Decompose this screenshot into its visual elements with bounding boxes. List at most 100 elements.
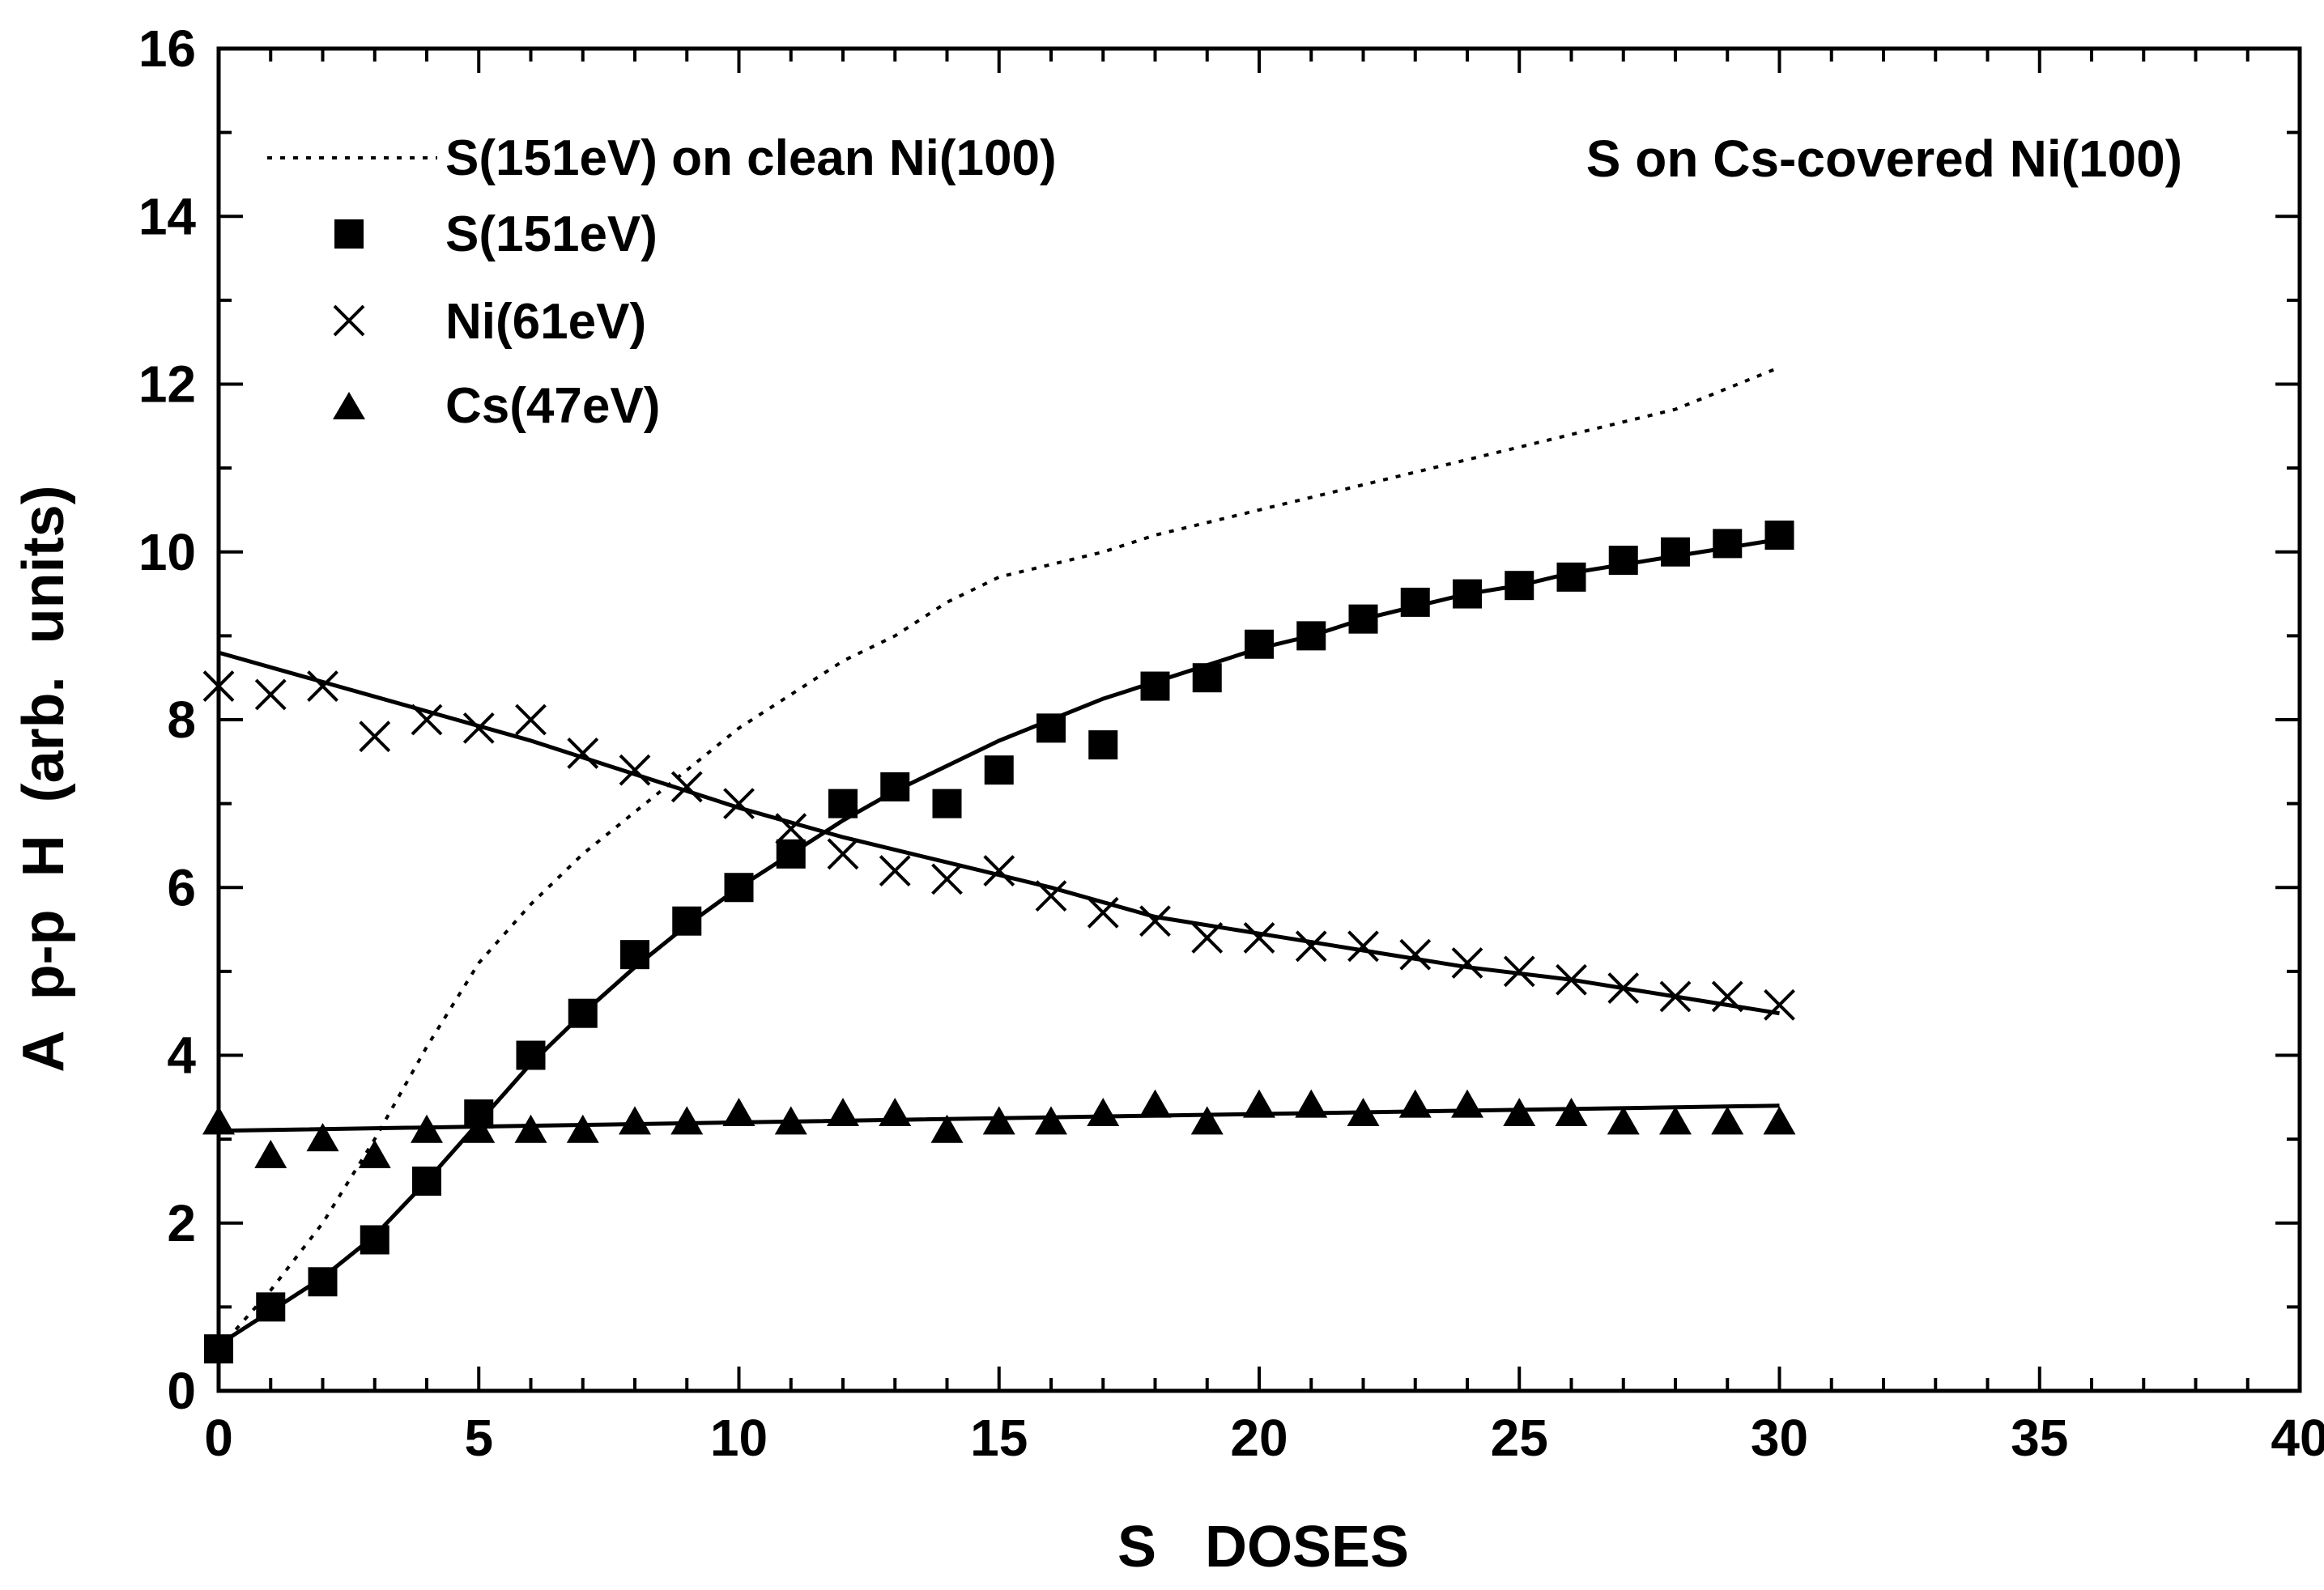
data-point-cross [515,704,547,736]
legend: S(151eV) on clean Ni(100) S(151eV) Ni(61… [267,130,1057,434]
data-point-cross [1035,880,1067,912]
data-point-cross [931,863,963,895]
legend-label-s: S(151eV) [445,206,658,262]
data-point-triangle [358,1139,391,1168]
data-point-cross [462,712,495,744]
y-axis-label: A p-p H (arb. units) [11,485,76,1072]
x-tick-label: 10 [710,1409,768,1467]
data-point-square [672,906,702,936]
data-point-cross [723,788,755,820]
data-point-triangle [930,1114,964,1143]
data-point-square [1245,629,1274,659]
data-point-cross [1451,947,1483,979]
data-point-cross [775,813,807,845]
data-point-triangle [670,1106,704,1135]
x-tick-label: 20 [1230,1409,1288,1467]
x-tick-label: 25 [1491,1409,1548,1467]
data-point-triangle [1555,1098,1588,1127]
y-tick-label: 14 [138,187,197,245]
data-point-square [256,1292,286,1322]
data-point-cross [1764,988,1795,1021]
data-point-square [1036,713,1066,743]
data-point-square [360,1225,389,1255]
data-point-triangle [1347,1098,1380,1127]
data-point-cross [567,738,599,769]
legend-cross-marker [333,304,365,337]
data-point-square [1505,571,1534,601]
x-axis-label: S DOSES [1117,1515,1409,1579]
data-point-triangle [1139,1089,1172,1118]
data-point-square [620,940,649,970]
data-point-triangle [514,1114,547,1143]
data-point-cross [1556,963,1587,996]
data-point-square [776,839,806,869]
x-tick-label: 35 [2011,1409,2068,1467]
data-point-square [1296,621,1326,651]
legend-label-cs: Cs(47eV) [445,378,660,434]
series-line-clean-ni [217,365,1781,1350]
data-point-cross [1191,922,1224,954]
data-point-cross [827,838,859,870]
legend-label-ni: Ni(61eV) [445,294,646,350]
data-point-triangle [1295,1089,1328,1118]
fit-line-cross [218,650,1780,1016]
data-point-square [1140,671,1170,701]
plot-frame [216,46,2302,1393]
y-tick-label: 0 [167,1362,196,1420]
data-point-cross [619,754,651,786]
data-point-square [1764,521,1794,551]
legend-triangle-marker [333,392,365,419]
data-point-cross [307,670,338,702]
data-point-triangle [1451,1089,1483,1118]
x-tick-label: 5 [464,1409,493,1467]
data-point-triangle [1190,1106,1224,1135]
data-point-square [1400,587,1430,617]
data-point-cross [1139,905,1171,937]
data-point-cross [254,678,287,711]
data-point-triangle [774,1106,807,1135]
data-point-square [1088,730,1118,760]
data-point-triangle [1503,1098,1536,1127]
data-point-square [1556,562,1586,592]
data-point-square [1348,604,1378,634]
data-point-triangle [1087,1098,1120,1127]
series-layer [202,365,1796,1364]
data-point-cross [411,704,443,736]
data-point-triangle [1763,1106,1796,1135]
data-point-square [1661,537,1690,567]
data-point-cross [879,855,911,886]
data-point-cross [1347,930,1379,963]
data-point-triangle [1243,1089,1275,1118]
legend-label-clean: S(151eV) on clean Ni(100) [445,130,1057,186]
data-point-cross [1659,980,1692,1013]
data-point-triangle [566,1114,599,1143]
data-point-triangle [879,1098,912,1127]
data-point-square [568,998,598,1028]
data-point-triangle [982,1106,1015,1135]
data-point-cross [359,721,391,753]
y-tick-label: 6 [167,858,196,916]
data-point-square [516,1040,546,1070]
data-point-square [412,1166,441,1196]
legend-square-marker [334,219,364,249]
data-point-cross [1607,972,1640,1005]
y-tick-label: 8 [167,691,196,749]
y-tick-label: 10 [138,523,196,581]
data-point-cross [1087,896,1119,929]
data-point-cross [1399,938,1432,971]
y-tick-label: 12 [138,355,196,414]
y-tick-label: 4 [167,1027,196,1085]
x-tick-label: 40 [2271,1409,2324,1467]
x-tick-label: 15 [970,1409,1028,1467]
data-point-triangle [1398,1089,1432,1118]
data-point-cross [983,855,1015,886]
data-point-triangle [1659,1106,1692,1135]
data-point-square [1608,546,1638,576]
data-point-triangle [827,1098,859,1127]
data-point-square [1192,663,1222,693]
data-point-square [880,772,910,801]
data-point-triangle [1607,1106,1640,1135]
data-point-cross [670,771,703,803]
data-point-triangle [722,1098,756,1127]
